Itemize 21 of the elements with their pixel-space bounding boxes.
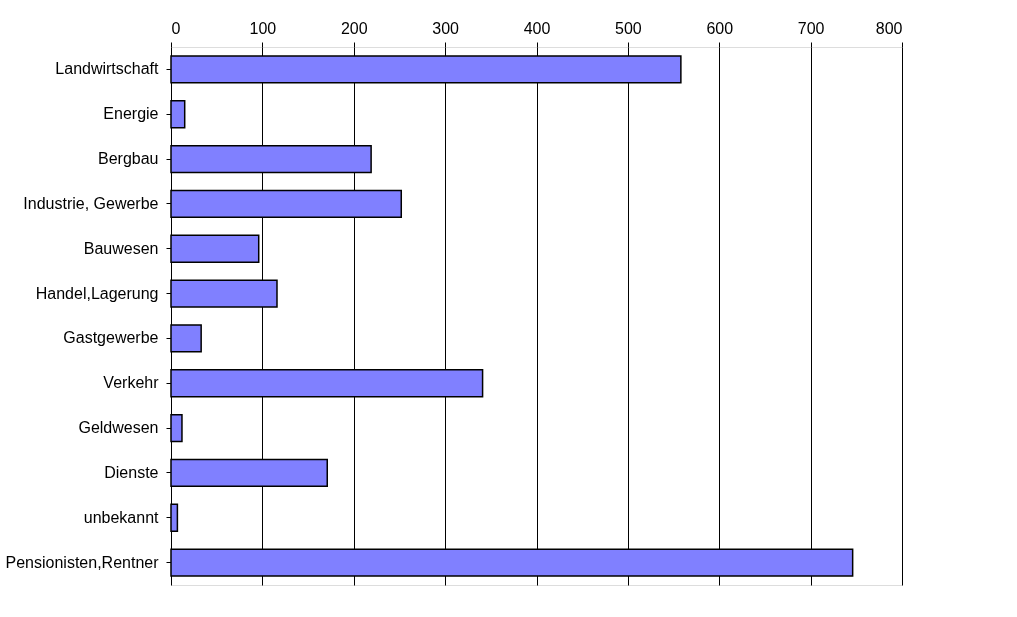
x-tick-label: 100 [249, 19, 277, 37]
y-tick-label: Dienste [104, 463, 159, 481]
x-tick-label: 300 [432, 19, 460, 37]
y-tick-label: Landwirtschaft [55, 60, 160, 78]
y-tick-label: Industrie, Gewerbe [23, 194, 159, 212]
x-tick-label: 200 [340, 19, 368, 37]
x-tick-label: 600 [706, 19, 734, 37]
y-tick-label: Bergbau [98, 150, 159, 168]
x-tick-label: 700 [797, 19, 825, 37]
y-tick-label: Pensionisten,Rentner [5, 553, 160, 571]
x-tick-label: 400 [523, 19, 551, 37]
y-tick-label: Handel,Lagerung [35, 284, 159, 302]
y-tick-label: Geldwesen [78, 419, 159, 437]
y-tick-label: Verkehr [103, 374, 160, 392]
y-tick-label: Bauwesen [83, 239, 159, 257]
x-tick-label: 0 [171, 19, 181, 37]
y-tick-label: unbekannt [83, 508, 160, 526]
y-tick-label: Energie [103, 105, 159, 123]
x-tick-label: 800 [875, 19, 903, 37]
x-tick-label: 500 [615, 19, 642, 37]
y-tick-label: Gastgewerbe [63, 329, 159, 347]
